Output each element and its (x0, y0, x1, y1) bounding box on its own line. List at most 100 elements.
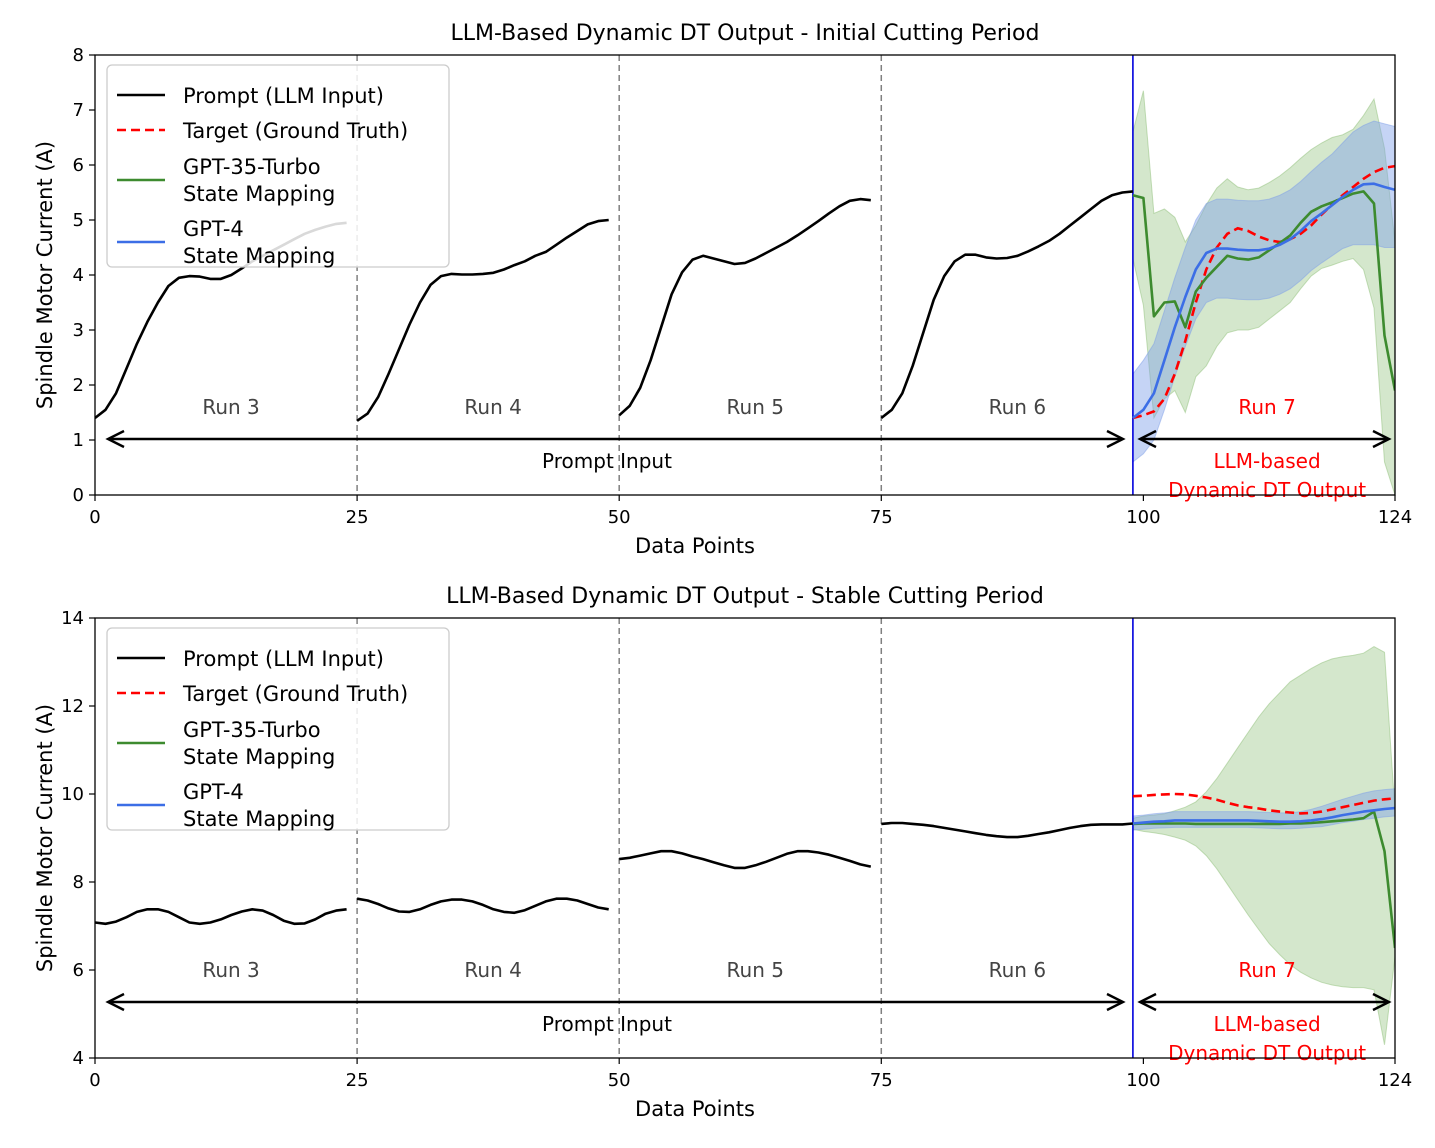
prompt-input-arrow (105, 429, 1126, 449)
prompt-input-arrow-right-head (1106, 429, 1126, 449)
prompt-input-arrow-right-head (1106, 992, 1126, 1012)
prompt-series-run-5 (618, 197, 871, 417)
x-tick-label-25: 25 (346, 1070, 369, 1091)
legend-box (106, 627, 450, 831)
legend-entry-gpt35: GPT-35-Turbo State Mapping (117, 155, 335, 206)
legend: Prompt (LLM Input) Target (Ground Truth) G… (106, 627, 450, 831)
legend-entry-gpt35: GPT-35-Turbo State Mapping (117, 718, 335, 769)
gpt35-confidence-band (1132, 646, 1395, 1045)
output-label-line1: LLM-based (1214, 1012, 1321, 1036)
x-tick-label-124: 124 (1378, 1070, 1412, 1091)
x-axis-label: Data Points (635, 534, 755, 558)
run-label-6: Run 6 (989, 958, 1046, 982)
prompt-input-label: Prompt Input (542, 449, 672, 473)
x-tick-label-0: 0 (89, 1070, 100, 1091)
prompt-series-run-4 (356, 897, 609, 915)
legend: Prompt (LLM Input) Target (Ground Truth) G… (106, 64, 450, 268)
run-label-7: Run 7 (1238, 395, 1295, 419)
target-series (1132, 164, 1395, 420)
y-axis-label: Spindle Motor Current (A) (33, 141, 57, 409)
run-label-7: Run 7 (1238, 958, 1295, 982)
y-tick-label-14: 14 (61, 608, 84, 629)
output-label-line1: LLM-based (1214, 449, 1321, 473)
gpt35-series (1132, 190, 1395, 391)
y-tick-label-2: 2 (73, 375, 84, 396)
x-tick-label-75: 75 (870, 507, 893, 528)
prompt-series-run-6 (881, 821, 1134, 839)
run-label-6: Run 6 (989, 395, 1046, 419)
run-label-3: Run 3 (202, 395, 259, 419)
legend-entry-gpt4: GPT-4 State Mapping (117, 780, 335, 831)
x-tick-label-75: 75 (870, 1070, 893, 1091)
chart-panel-2: LLM-Based Dynamic DT Output - Stable Cut… (33, 584, 1412, 1121)
x-tick-label-50: 50 (608, 507, 631, 528)
prompt-series-run-5 (619, 849, 872, 870)
legend-entry-target: Target (Ground Truth) (117, 682, 408, 706)
y-tick-label-4: 4 (73, 1048, 84, 1069)
x-tick-label-25: 25 (346, 507, 369, 528)
run-label-5: Run 5 (727, 395, 784, 419)
x-tick-label-100: 100 (1126, 507, 1160, 528)
x-tick-label-124: 124 (1378, 507, 1412, 528)
chart-title: LLM-Based Dynamic DT Output - Initial Cu… (451, 21, 1040, 46)
output-label-line2: Dynamic DT Output (1168, 1041, 1366, 1065)
plot-area (95, 618, 1395, 1058)
legend-label-prompt: Prompt (LLM Input) (183, 84, 384, 108)
y-tick-label-0: 0 (73, 485, 84, 506)
axes-frame (94, 617, 1396, 1059)
y-tick-label-5: 5 (73, 210, 84, 231)
gpt4-series (1132, 182, 1395, 420)
legend-label-gpt4-line1: GPT-4 (183, 217, 244, 241)
prompt-input-arrow-left-head (105, 429, 125, 449)
y-tick-label-8: 8 (73, 45, 84, 66)
y-tick-label-3: 3 (73, 320, 84, 341)
prompt-input-label: Prompt Input (542, 1012, 672, 1036)
output-arrow-left-head (1137, 429, 1157, 449)
output-arrow-right-head (1372, 429, 1392, 449)
legend-label-gpt35-line2: State Mapping (183, 182, 335, 206)
target-series (1132, 792, 1395, 815)
y-tick-label-10: 10 (61, 784, 84, 805)
gpt4-series (1132, 806, 1395, 825)
prompt-input-arrow-left-head (105, 992, 125, 1012)
run-label-5: Run 5 (727, 958, 784, 982)
legend-label-prompt: Prompt (LLM Input) (183, 647, 384, 671)
chart-title: LLM-Based Dynamic DT Output - Stable Cut… (446, 584, 1044, 609)
y-tick-label-4: 4 (73, 265, 84, 286)
run-label-4: Run 4 (464, 958, 521, 982)
output-label-line2: Dynamic DT Output (1168, 478, 1366, 502)
legend-label-target: Target (Ground Truth) (182, 682, 408, 706)
run-label-3: Run 3 (202, 958, 259, 982)
prompt-input-arrow (105, 992, 1126, 1012)
gpt35-series (1132, 810, 1395, 949)
legend-entry-prompt: Prompt (LLM Input) (117, 84, 384, 108)
x-tick-label-0: 0 (89, 507, 100, 528)
y-tick-label-8: 8 (73, 872, 84, 893)
legend-label-gpt4-line2: State Mapping (183, 807, 335, 831)
y-tick-label-6: 6 (73, 960, 84, 981)
legend-entry-gpt4: GPT-4 State Mapping (117, 217, 335, 268)
y-tick-label-12: 12 (61, 696, 84, 717)
chart-panel-1: LLM-Based Dynamic DT Output - Initial Cu… (33, 21, 1412, 558)
legend-label-gpt35-line1: GPT-35-Turbo (183, 718, 321, 742)
x-tick-label-100: 100 (1126, 1070, 1160, 1091)
legend-label-target: Target (Ground Truth) (182, 119, 408, 143)
prompt-series-run-6 (880, 190, 1134, 420)
prompt-series-run-3 (95, 907, 347, 926)
legend-label-gpt4-line1: GPT-4 (183, 780, 244, 804)
output-arrow (1137, 429, 1392, 449)
legend-label-gpt4-line2: State Mapping (183, 244, 335, 268)
y-tick-label-7: 7 (73, 100, 84, 121)
legend-label-gpt35-line2: State Mapping (183, 745, 335, 769)
run-label-4: Run 4 (464, 395, 521, 419)
legend-label-gpt35-line1: GPT-35-Turbo (183, 155, 321, 179)
legend-box (106, 64, 450, 268)
y-tick-label-6: 6 (73, 155, 84, 176)
x-tick-label-50: 50 (608, 1070, 631, 1091)
output-arrow-left-head (1137, 992, 1157, 1012)
x-axis-label: Data Points (635, 1097, 755, 1121)
y-axis-label: Spindle Motor Current (A) (33, 704, 57, 972)
prompt-series-run-4 (356, 218, 609, 422)
legend-entry-prompt: Prompt (LLM Input) (117, 647, 384, 671)
